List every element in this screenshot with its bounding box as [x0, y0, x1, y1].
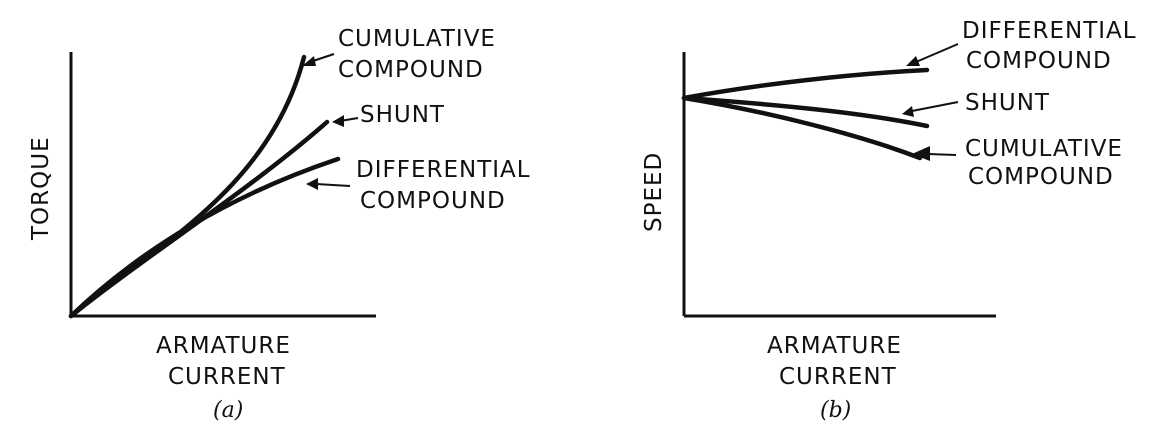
panel-a-shunt-label: SHUNT [360, 102, 445, 128]
panel-b-shunt-curve [681, 95, 930, 129]
panel-b-shunt-arrow [902, 101, 959, 117]
panel-b-differential-label-2: COMPOUND [966, 48, 1112, 74]
panel-a-differential-label-2: COMPOUND [360, 188, 506, 214]
panel-a-x-axis-label-2: CURRENT [168, 364, 286, 390]
panel-a-differential-arrow [306, 178, 351, 190]
panel-b-differential-label-1: DIFFERENTIAL [962, 18, 1137, 44]
panel-b-caption: (b) [820, 398, 851, 423]
panel-b-y-axis-label: SPEED [641, 152, 667, 232]
panel-b-x-axis-label-1: ARMATURE [767, 333, 902, 359]
panel-a-x-axis-label-1: ARMATURE [156, 333, 291, 359]
panel-a-y-axis-label: TORQUE [28, 136, 54, 241]
panel-a-cumulative-arrow [302, 53, 335, 66]
panel-b-x-axis-label-2: CURRENT [779, 364, 897, 390]
panel-b-cumulative-curve [681, 95, 923, 161]
panel-b-cumulative-arrow [912, 146, 957, 161]
panel-b: DIFFERENTIAL COMPOUND SHUNT CUMULATIVE C… [641, 18, 1137, 423]
panel-b-shunt-label: SHUNT [965, 90, 1050, 116]
panel-b-differential-curve [681, 67, 930, 101]
panel-a-cumulative-label-2: COMPOUND [338, 57, 484, 83]
panel-a-cumulative-label-1: CUMULATIVE [338, 26, 496, 52]
panel-a-differential-label-1: DIFFERENTIAL [356, 157, 531, 183]
panel-a: CUMULATIVE COMPOUND SHUNT DIFFERENTIAL C… [28, 26, 531, 423]
panel-b-differential-arrow [906, 43, 959, 66]
panel-b-cumulative-label-2: COMPOUND [968, 164, 1114, 190]
panel-a-caption: (a) [213, 398, 243, 423]
panel-a-shunt-arrow [332, 115, 359, 127]
panel-a-differential-curve [68, 156, 341, 319]
panel-b-cumulative-label-1: CUMULATIVE [965, 136, 1123, 162]
